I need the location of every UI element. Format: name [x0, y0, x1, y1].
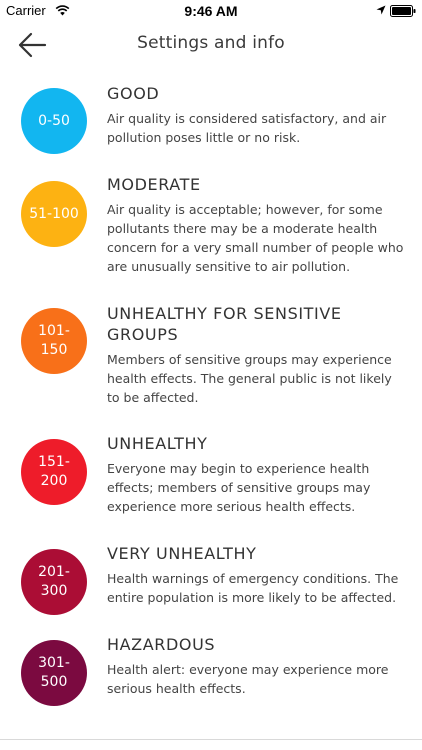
- aqi-range-badge: 51-100: [21, 181, 87, 247]
- aqi-range-badge: 0-50: [21, 88, 87, 154]
- aqi-range-badge: 101- 150: [21, 308, 87, 374]
- aqi-level-title: UNHEALTHY FOR SENSITIVE GROUPS: [107, 304, 342, 344]
- aqi-level-title: UNHEALTHY: [107, 434, 208, 453]
- aqi-range-badge: 151- 200: [21, 439, 87, 505]
- aqi-level-title: GOOD: [107, 84, 160, 103]
- status-bar: Carrier 9:46 AM: [0, 0, 422, 22]
- aqi-level-title: HAZARDOUS: [107, 635, 216, 654]
- aqi-range-badge: 201- 300: [21, 549, 87, 615]
- page-title: Settings and info: [137, 33, 285, 53]
- aqi-level-description: Air quality is acceptable; however, for …: [107, 202, 404, 274]
- carrier-label: Carrier: [6, 3, 46, 18]
- aqi-level-description: Everyone may begin to experience health …: [107, 461, 371, 514]
- aqi-level-description: Air quality is considered satisfactory, …: [107, 111, 387, 145]
- wifi-icon: [55, 5, 70, 16]
- aqi-level-description: Health warnings of emergency conditions.…: [107, 571, 399, 605]
- navigation-bar: Settings and info: [0, 22, 422, 68]
- aqi-level-title: VERY UNHEALTHY: [107, 544, 257, 563]
- aqi-level-description: Members of sensitive groups may experien…: [107, 352, 392, 405]
- bottom-divider: [0, 739, 422, 740]
- status-time: 9:46 AM: [184, 3, 238, 19]
- aqi-level-description: Health alert: everyone may experience mo…: [107, 662, 389, 696]
- arrow-left-icon: [18, 32, 47, 58]
- back-button[interactable]: [12, 26, 52, 64]
- aqi-range-badge: 301- 500: [21, 640, 87, 706]
- aqi-level-title: MODERATE: [107, 175, 201, 194]
- location-arrow-icon: [376, 5, 386, 15]
- battery-icon: [390, 5, 416, 17]
